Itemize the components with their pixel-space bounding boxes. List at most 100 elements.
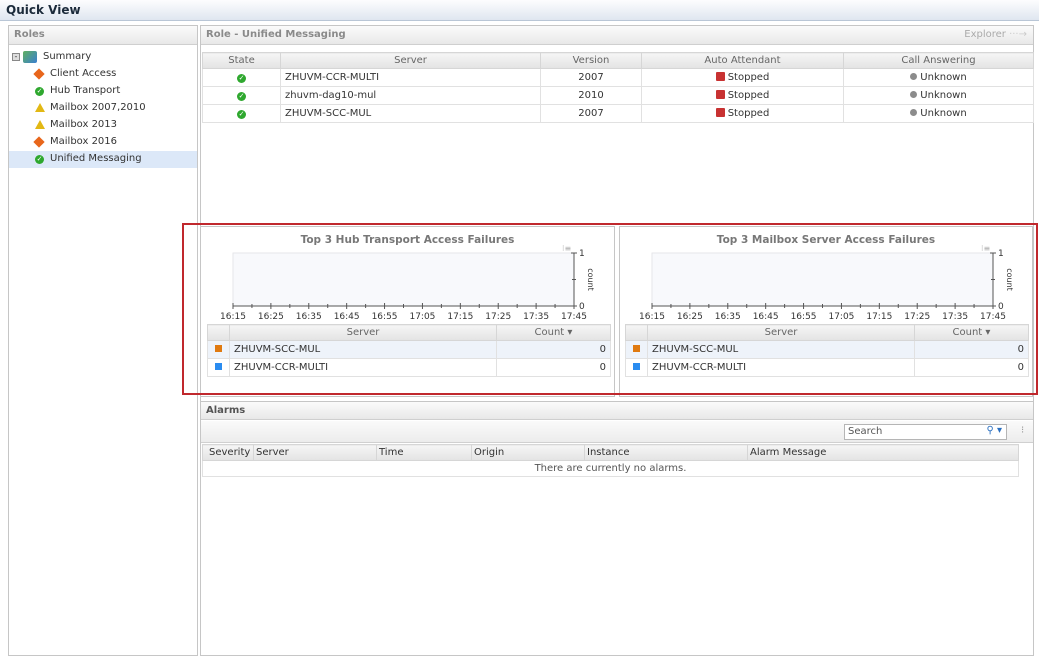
x-tick-label: 16:15 (639, 312, 665, 322)
count-label: Count (534, 327, 565, 338)
call-answering-cell: Unknown (843, 86, 1034, 105)
stopped-icon (715, 108, 725, 117)
status-text: Unknown (920, 108, 967, 119)
tree-item-label: Summary (43, 51, 92, 62)
tree-item-client-access[interactable]: Client Access (9, 66, 197, 83)
collapse-icon[interactable]: - (12, 53, 20, 61)
y-tick-label: 1 (579, 249, 585, 259)
x-tick-label: 17:15 (866, 312, 892, 322)
server-cell: zhuvm-dag10-mul (280, 86, 541, 105)
version-cell: 2010 (540, 86, 642, 105)
stopped-icon (715, 72, 725, 81)
column-header-time[interactable]: Time (376, 444, 472, 461)
role-title: Role - Unified Messaging (206, 29, 346, 40)
unknown-icon (910, 91, 918, 98)
x-tick-label: 17:35 (942, 312, 968, 322)
ok-check-icon: ✓ (237, 74, 246, 83)
tree-item-summary[interactable]: - Summary (9, 49, 197, 66)
column-header-count[interactable]: Count ▾ (496, 324, 611, 341)
arrow-right-icon: ···→ (1009, 29, 1027, 40)
y-axis-label: count (1005, 268, 1014, 291)
series-color-swatch (215, 363, 222, 370)
x-tick-label: 17:25 (904, 312, 930, 322)
exchange-summary-icon (23, 51, 37, 63)
critical-icon (33, 136, 45, 148)
chart-menu-icon: ⁝≡ (981, 244, 990, 253)
chart-legend-table: Server Count ▾ ZHUVM-SCC-MUL 0 ZHUVM-CCR-M… (207, 324, 611, 377)
status-text: Unknown (920, 90, 967, 101)
chart-title: Top 3 Hub Transport Access Failures (300, 234, 515, 246)
roles-panel: Roles - Summary Client Access ✓ Hub Trans… (8, 25, 198, 656)
tree-item-hub-transport[interactable]: ✓ Hub Transport (9, 83, 197, 100)
tree-item-unified-messaging[interactable]: ✓ Unified Messaging (9, 151, 197, 168)
table-row[interactable]: ZHUVM-CCR-MULTI 0 (625, 358, 1029, 377)
column-header-server[interactable]: Server (253, 444, 377, 461)
series-color-swatch (215, 345, 222, 352)
status-text: Stopped (727, 108, 770, 119)
server-cell: ZHUVM-SCC-MUL (647, 340, 915, 359)
column-header-origin[interactable]: Origin (471, 444, 585, 461)
series-color-swatch (633, 345, 640, 352)
table-row[interactable]: ✓ ZHUVM-CCR-MULTI 2007 Stopped Unknown (202, 68, 1034, 87)
tree-item-mailbox-2016[interactable]: Mailbox 2016 (9, 134, 197, 151)
table-row[interactable]: ZHUVM-CCR-MULTI 0 (207, 358, 611, 377)
stopped-icon (715, 90, 725, 99)
server-cell: ZHUVM-CCR-MULTI (280, 68, 541, 87)
tree-item-mailbox-2007-2010[interactable]: Mailbox 2007,2010 (9, 100, 197, 117)
role-header: Role - Unified Messaging Explorer ···→ (201, 26, 1033, 45)
tree-item-label: Mailbox 2007,2010 (50, 102, 146, 113)
column-header-server[interactable]: Server (229, 324, 497, 341)
ok-check-icon: ✓ (237, 110, 246, 119)
x-tick-label: 16:15 (220, 312, 246, 322)
ok-check-icon: ✓ (35, 87, 44, 96)
count-cell: 0 (496, 358, 611, 377)
table-row[interactable]: ZHUVM-SCC-MUL 0 (625, 340, 1029, 359)
tree-item-label: Mailbox 2013 (50, 119, 118, 130)
server-cell: ZHUVM-CCR-MULTI (229, 358, 497, 377)
x-tick-label: 16:25 (677, 312, 703, 322)
explorer-link[interactable]: Explorer ···→ (964, 29, 1027, 40)
alarms-table: Severity Server Time Origin Instance Ala… (202, 444, 1019, 477)
column-header-count[interactable]: Count ▾ (914, 324, 1029, 341)
empty-alarms-message: There are currently no alarms. (202, 460, 1019, 477)
roles-header: Roles (9, 26, 197, 45)
column-header-call-answering[interactable]: Call Answering (843, 52, 1034, 69)
warning-icon (35, 103, 45, 112)
column-header-server[interactable]: Server (280, 52, 541, 69)
x-tick-label: 17:45 (561, 312, 587, 322)
unknown-icon (910, 109, 918, 116)
auto-attendant-cell: Stopped (641, 68, 844, 87)
y-axis-label: count (586, 268, 595, 291)
x-tick-label: 16:55 (791, 312, 817, 322)
alarms-panel: Alarms Search ⚲ ▾ ⁝ (200, 401, 1034, 656)
column-header-instance[interactable]: Instance (584, 444, 748, 461)
chart-title: Top 3 Mailbox Server Access Failures (716, 234, 936, 246)
column-options-icon[interactable]: ⁝ (1021, 425, 1025, 436)
table-row[interactable]: ✓ zhuvm-dag10-mul 2010 Stopped Unknown (202, 86, 1034, 105)
column-header-version[interactable]: Version (540, 52, 642, 69)
x-tick-label: 16:45 (334, 312, 360, 322)
x-tick-label: 17:05 (828, 312, 854, 322)
count-label: Count (952, 327, 983, 338)
column-header-server[interactable]: Server (647, 324, 915, 341)
x-tick-label: 16:25 (258, 312, 284, 322)
call-answering-cell: Unknown (843, 104, 1034, 123)
x-tick-label: 16:35 (715, 312, 741, 322)
alarms-header: Alarms (201, 402, 1033, 420)
column-header-alarm-message[interactable]: Alarm Message (747, 444, 1019, 461)
column-header-auto-attendant[interactable]: Auto Attendant (641, 52, 844, 69)
table-row[interactable]: ZHUVM-SCC-MUL 0 (207, 340, 611, 359)
role-servers-table: State Server Version Auto Attendant Call… (202, 52, 1034, 123)
window-title: Quick View (0, 0, 1039, 21)
x-tick-label: 16:45 (753, 312, 779, 322)
search-icon[interactable]: ⚲ ▾ (986, 425, 1002, 436)
y-tick-label: 1 (998, 249, 1004, 259)
column-header-state[interactable]: State (202, 52, 281, 69)
column-header-severity[interactable]: Severity (202, 444, 254, 461)
alarms-search-input[interactable]: Search ⚲ ▾ (844, 424, 1007, 440)
x-tick-label: 17:25 (485, 312, 511, 322)
table-row[interactable]: ✓ ZHUVM-SCC-MUL 2007 Stopped Unknown (202, 104, 1034, 123)
alarms-toolbar: Search ⚲ ▾ ⁝ (201, 421, 1033, 443)
table-header-row: State Server Version Auto Attendant Call… (202, 52, 1034, 69)
tree-item-mailbox-2013[interactable]: Mailbox 2013 (9, 117, 197, 134)
